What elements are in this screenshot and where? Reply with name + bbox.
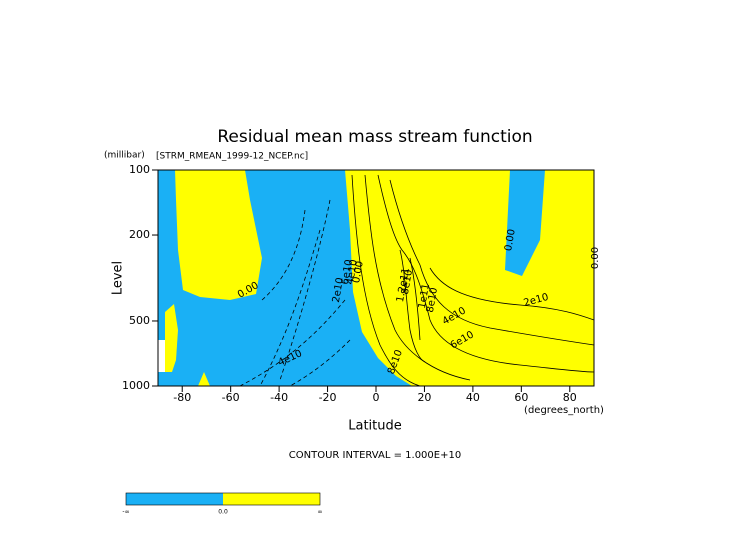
contour-label: 4e10 (345, 259, 360, 286)
positive-contour (399, 249, 426, 363)
contour-label: 0.00 (590, 247, 601, 269)
y-tick-label: 200 (129, 228, 150, 241)
positive-region (345, 170, 594, 386)
x-tick-label: -60 (222, 391, 240, 404)
contour-label: 1e11 (417, 283, 432, 310)
x-units: (degrees_north) (524, 405, 604, 416)
colorbar-frame (125, 492, 321, 506)
colorbar-negative (126, 493, 223, 505)
colorbar-label: 0.0 (218, 509, 228, 516)
positive-contour (429, 267, 595, 321)
positive-contour (351, 174, 421, 387)
chart-title: Residual mean mass stream function (217, 127, 532, 147)
contour-label: 0.00 (503, 228, 518, 252)
contour-label: 8e10 (425, 287, 440, 314)
y-units: (millibar) (104, 151, 145, 161)
negative-contour (289, 339, 351, 387)
y-tick-label: 500 (129, 314, 150, 327)
contour-label: 8e10 (400, 269, 415, 296)
x-label: Latitude (348, 419, 402, 434)
colorbar-positive (223, 493, 320, 505)
missing-data (158, 340, 165, 372)
positive-region (175, 170, 262, 300)
x-tick-label: -40 (270, 391, 288, 404)
x-tick-label: 80 (563, 391, 577, 404)
subtitle: [STRM_RMEAN_1999-12_NCEP.nc] (156, 152, 308, 162)
negative-contour (279, 199, 331, 381)
contour-note: CONTOUR INTERVAL = 1.000E+10 (289, 450, 461, 461)
contour-label: 0.00 (351, 260, 366, 284)
colorbar-label: ∞ (318, 509, 323, 516)
positive-contour (364, 174, 471, 381)
negative-contour (261, 209, 306, 301)
x-tick-label: 0 (373, 391, 380, 404)
y-tick-label: 100 (129, 163, 150, 176)
x-tick-label: -20 (319, 391, 337, 404)
positive-contour (377, 174, 595, 373)
x-tick-label: 20 (417, 391, 431, 404)
positive-contour (409, 257, 421, 341)
x-tick-label: 40 (466, 391, 480, 404)
x-tick-label: 60 (514, 391, 528, 404)
colorbar-label: -∞ (122, 509, 129, 516)
negative-contour (259, 229, 321, 387)
contour-label: 6e10 (340, 259, 355, 286)
y-label: Level (111, 261, 126, 295)
positive-region (198, 372, 210, 386)
x-tick-label: -80 (173, 391, 191, 404)
y-tick-label: 1000 (122, 379, 150, 392)
positive-region (165, 304, 178, 372)
positive-contour (389, 179, 595, 346)
contour-label: 2e10 (331, 277, 346, 304)
